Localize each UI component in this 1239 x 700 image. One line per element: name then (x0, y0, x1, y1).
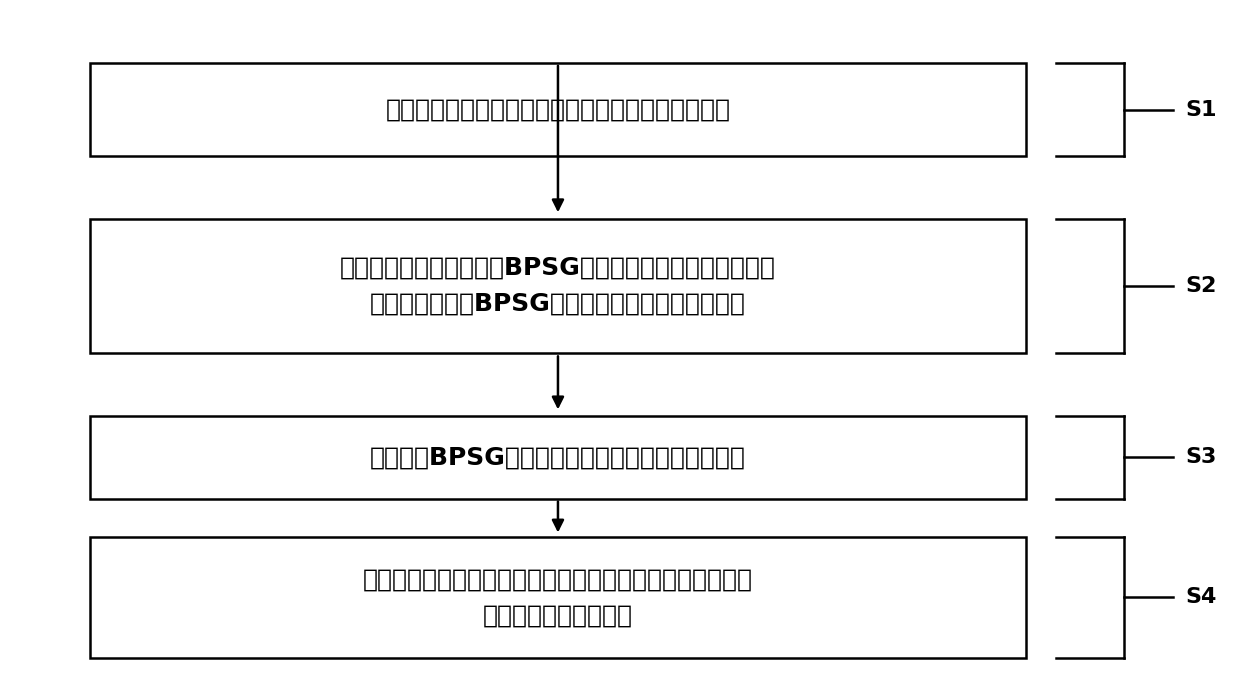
Bar (90, 537, 1026, 658)
Text: S4: S4 (1186, 587, 1217, 608)
Text: S3: S3 (1186, 447, 1217, 467)
Text: 提供半导体基底，所述半导体基底上形成有导电结构: 提供半导体基底，所述半导体基底上形成有导电结构 (385, 97, 731, 122)
Text: 在所述半导体基底上形成BPSG层，沿远离所述半导体基底表: 在所述半导体基底上形成BPSG层，沿远离所述半导体基底表 (339, 256, 776, 280)
Text: S1: S1 (1186, 99, 1217, 120)
Text: 与所述导电结构电连接: 与所述导电结构电连接 (483, 603, 633, 627)
Bar (90, 63, 1026, 156)
Bar (90, 416, 1026, 498)
Text: 面的方向，所述BPSG层中掺杂物的总浓度逐渐降低: 面的方向，所述BPSG层中掺杂物的总浓度逐渐降低 (370, 292, 746, 316)
Bar (90, 218, 1026, 354)
Text: 在所述通孔中填充导电材料以形成导电插塞，所述导电插塞: 在所述通孔中填充导电材料以形成导电插塞，所述导电插塞 (363, 567, 753, 592)
Text: 刻蚀所述BPSG层，以形成暴露所述导电结构的通孔: 刻蚀所述BPSG层，以形成暴露所述导电结构的通孔 (370, 445, 746, 469)
Text: S2: S2 (1186, 276, 1217, 296)
